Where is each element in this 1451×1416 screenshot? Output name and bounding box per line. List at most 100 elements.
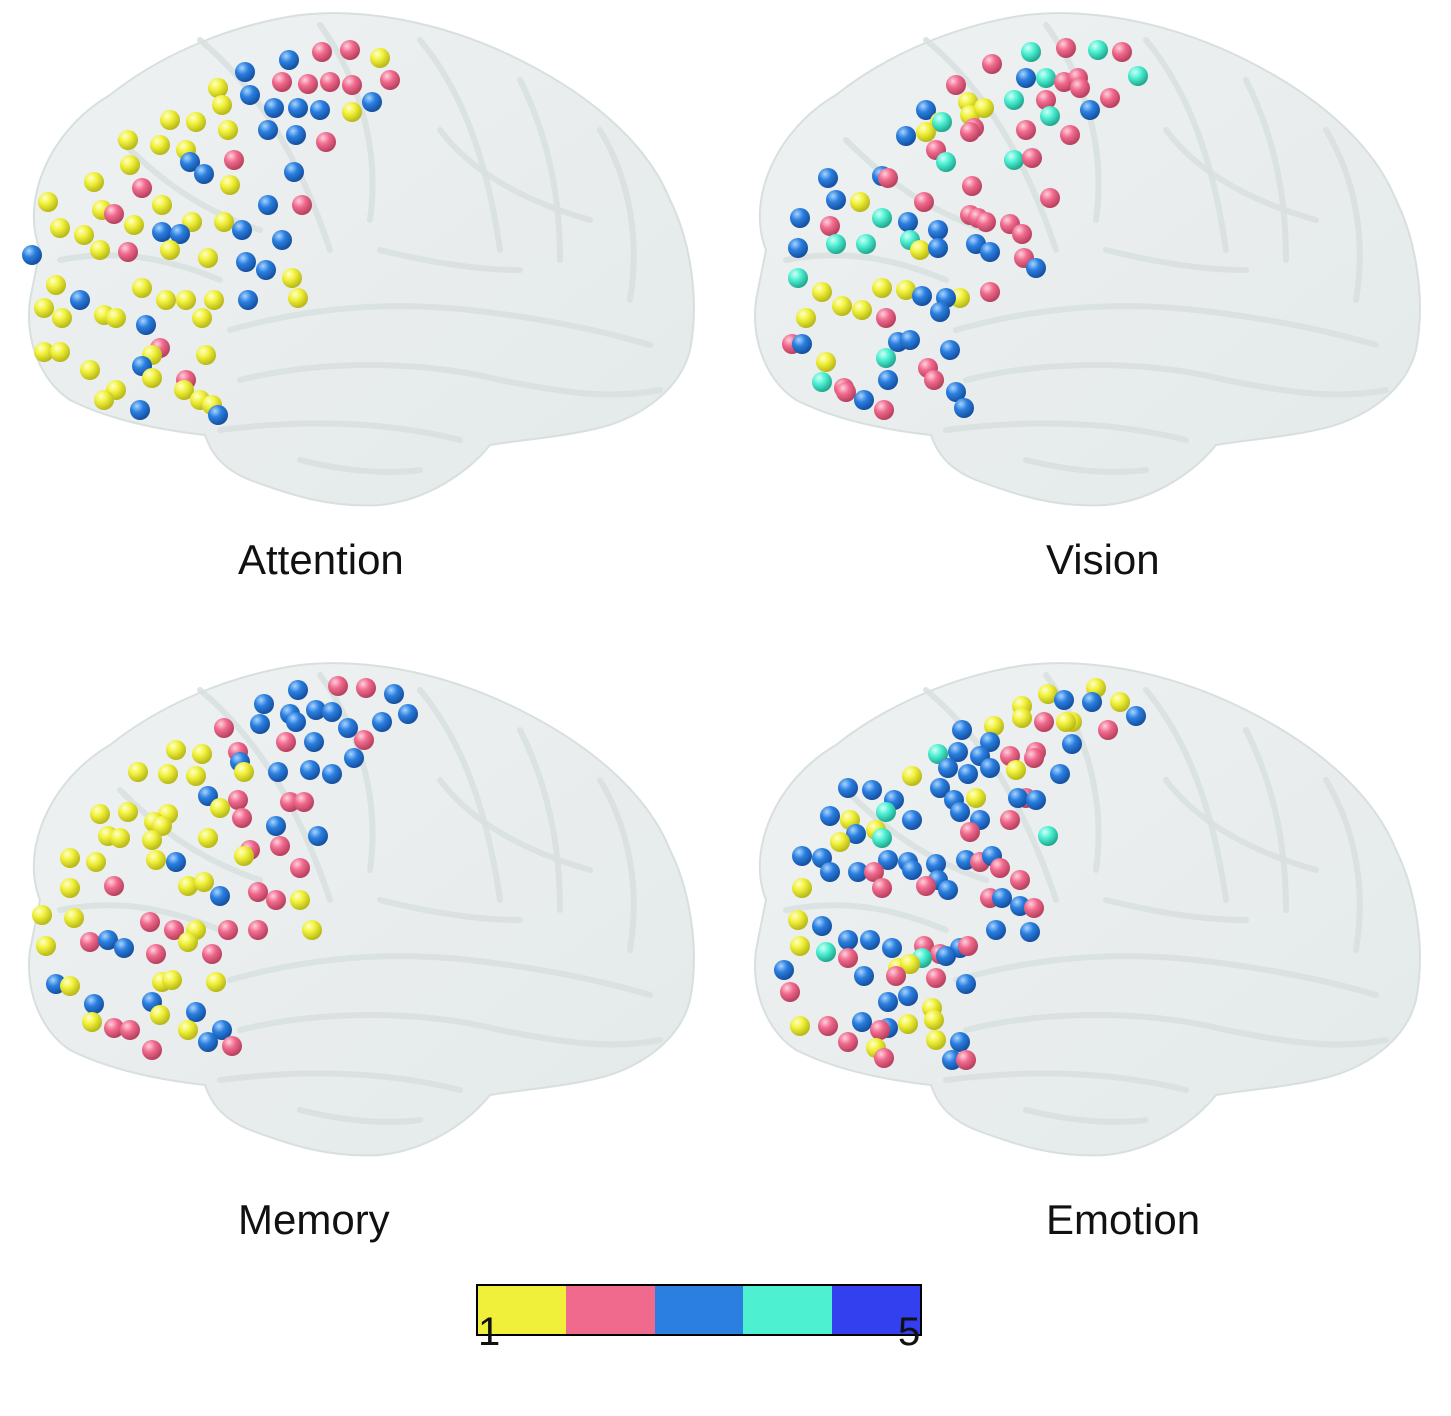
electrode-node (250, 714, 270, 734)
electrode-node (1054, 690, 1074, 710)
electrode-node (362, 92, 382, 112)
brain-memory (28, 662, 695, 1157)
electrode-node (174, 380, 194, 400)
brain-gyrus (943, 420, 1189, 443)
electrode-node (936, 152, 956, 172)
electrode-node (1024, 898, 1044, 918)
electrode-node (914, 192, 934, 212)
electrode-node (1021, 42, 1041, 62)
electrode-node (212, 95, 232, 115)
electrode-node (850, 192, 870, 212)
electrode-node (212, 1020, 232, 1040)
electrode-node (192, 308, 212, 328)
electrode-node (142, 368, 162, 388)
electrode-node (214, 212, 234, 232)
electrode-node (980, 282, 1000, 302)
electrode-node (1110, 692, 1130, 712)
electrode-node (882, 938, 902, 958)
panel-vision: Vision (726, 0, 1451, 660)
electrode-node (90, 804, 110, 824)
electrode-node (160, 110, 180, 130)
electrode-node (1012, 708, 1032, 728)
electrode-node (124, 215, 144, 235)
electrode-node (1016, 120, 1036, 140)
electrode-node (210, 798, 230, 818)
electrode-node (856, 234, 876, 254)
brain-gyrus (437, 777, 593, 873)
electrode-node (820, 862, 840, 882)
electrode-node (930, 778, 950, 798)
legend-swatch-1 (478, 1286, 567, 1334)
electrode-node (916, 122, 936, 142)
electrode-node (854, 390, 874, 410)
brain-gyrus (517, 77, 563, 263)
electrode-node (104, 204, 124, 224)
electrode-node (958, 936, 978, 956)
electrode-node (1040, 106, 1060, 126)
brain-gyrus (237, 362, 663, 398)
electrode-node (974, 98, 994, 118)
brain-gyrus (217, 420, 463, 443)
electrode-node (1088, 40, 1108, 60)
electrode-node (1036, 90, 1056, 110)
electrode-node (992, 888, 1012, 908)
electrode-node (926, 854, 946, 874)
electrode-node (140, 912, 160, 932)
electrode-node (816, 942, 836, 962)
electrode-node (84, 994, 104, 1014)
electrode-node (164, 920, 184, 940)
electrode-node (1034, 712, 1054, 732)
electrode-node (22, 245, 42, 265)
electrode-node (192, 744, 212, 764)
electrode-node (74, 225, 94, 245)
electrode-node (1056, 38, 1076, 58)
electrode-node (1128, 66, 1148, 86)
electrode-node (872, 828, 892, 848)
electrode-node (235, 62, 255, 82)
electrode-node (928, 744, 948, 764)
electrode-node (338, 718, 358, 738)
electrode-node (80, 932, 100, 952)
electrode-node (860, 930, 880, 950)
panel-memory: Memory (0, 650, 725, 1310)
electrode-node (1038, 684, 1058, 704)
electrode-node (272, 72, 292, 92)
electrode-node (980, 242, 1000, 262)
electrode-node (926, 1030, 946, 1050)
panel-title-memory: Memory (238, 1196, 390, 1243)
electrode-node (948, 742, 968, 762)
electrode-node (176, 290, 196, 310)
electrode-node (916, 876, 936, 896)
electrode-node (398, 704, 418, 724)
electrode-node (1020, 922, 1040, 942)
electrode-node (106, 308, 126, 328)
electrode-node (984, 716, 1004, 736)
electrode-node (1062, 734, 1082, 754)
electrode-node (240, 85, 260, 105)
electrode-node (956, 974, 976, 994)
electrode-node (288, 98, 308, 118)
electrode-node (279, 50, 299, 70)
brain-gyrus (1243, 727, 1289, 913)
brain-emotion (754, 662, 1421, 1157)
electrode-node (870, 1020, 890, 1040)
electrode-node (284, 162, 304, 182)
electrode-node (1024, 748, 1044, 768)
brain-gyrus (417, 37, 503, 253)
electrode-node (900, 954, 920, 974)
electrode-node (1012, 224, 1032, 244)
electrode-node (846, 824, 866, 844)
electrode-node (218, 920, 238, 940)
electrode-node (178, 932, 198, 952)
electrode-node (232, 220, 252, 240)
electrode-node (280, 792, 300, 812)
electrode-node (812, 372, 832, 392)
electrode-node (848, 862, 868, 882)
electrode-node (930, 302, 950, 322)
electrode-node (70, 290, 90, 310)
brain-gyrus (1163, 127, 1319, 223)
electrode-node (878, 168, 898, 188)
electrode-node (792, 334, 812, 354)
electrode-node (132, 178, 152, 198)
electrode-node (308, 826, 328, 846)
